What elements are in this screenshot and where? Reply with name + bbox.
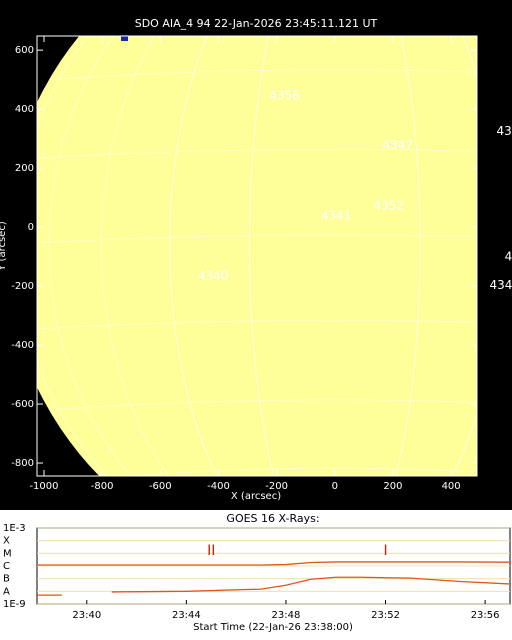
- x-tick-label: -400: [207, 481, 230, 492]
- y-tick-label: 400: [15, 104, 34, 115]
- y-tick-label: -200: [11, 281, 34, 292]
- y-tick-label: C: [3, 561, 10, 572]
- y-tick-label: -400: [11, 340, 34, 351]
- parallel: [37, 148, 477, 159]
- x-label: X (arcsec): [231, 491, 281, 502]
- y-tick-label: 1E-3: [3, 523, 26, 534]
- y-tick-label: -600: [11, 399, 34, 410]
- y-tick-label: 200: [15, 163, 34, 174]
- region-label: 4352: [373, 198, 404, 212]
- y-tick-label: -800: [11, 458, 34, 469]
- x-tick-label: -800: [91, 481, 114, 492]
- parallel: [123, 467, 477, 476]
- x-tick-label: 200: [383, 481, 402, 492]
- x-tick-label: -600: [149, 481, 172, 492]
- y-tick-label: B: [3, 574, 10, 585]
- x-tick-label: -1000: [29, 481, 58, 492]
- x-tick-label: 23:56: [471, 610, 500, 621]
- parallel: [48, 69, 477, 81]
- marker: [121, 35, 128, 41]
- x-tick-label: 23:48: [272, 610, 301, 621]
- flare-label: II: [207, 543, 215, 559]
- region-label: 43: [505, 250, 512, 264]
- flare-label: I: [383, 543, 387, 559]
- x-tick-label: -200: [265, 481, 288, 492]
- image-title: SDO AIA_4 94 22-Jan-2026 23:45:11.121 UT: [135, 17, 378, 30]
- region-label: 4345: [490, 278, 512, 292]
- region-label: 4347: [382, 138, 413, 152]
- x-tick-label: 23:52: [371, 610, 400, 621]
- y-tick-label: X: [3, 536, 10, 547]
- disk: [37, 36, 477, 476]
- y-tick-label: 0: [28, 222, 34, 233]
- region-label: 4342: [496, 124, 512, 138]
- region-label: 4340: [198, 269, 229, 283]
- x-tick-label: 400: [442, 481, 461, 492]
- x-tick-label: 23:40: [72, 610, 101, 621]
- meridian: [101, 36, 169, 476]
- goes-title: GOES 16 X-Rays:: [226, 512, 319, 525]
- y-tick-label: 600: [15, 45, 34, 56]
- goes-x-label: Start Time (22-Jan-26 23:38:00): [193, 622, 353, 633]
- solar-disk: [37, 36, 477, 476]
- y-tick-label: M: [3, 548, 12, 559]
- flux-line: [37, 576, 511, 596]
- parallel: [37, 319, 477, 330]
- flux-line: [37, 561, 511, 566]
- parallel: [37, 234, 477, 244]
- y-tick-label: A: [3, 586, 10, 597]
- x-tick-label: 23:44: [172, 610, 201, 621]
- meridian: [248, 36, 421, 476]
- region-label: 4341: [321, 208, 352, 222]
- meridian: [48, 36, 132, 476]
- meridian: [169, 36, 477, 476]
- x-tick-label: 0: [332, 481, 338, 492]
- region-label: 4356: [269, 89, 300, 103]
- y-label: Y (arcsec): [0, 221, 8, 272]
- frame: [36, 35, 478, 477]
- y-tick-label: 1E-9: [3, 599, 26, 610]
- parallel: [48, 399, 477, 411]
